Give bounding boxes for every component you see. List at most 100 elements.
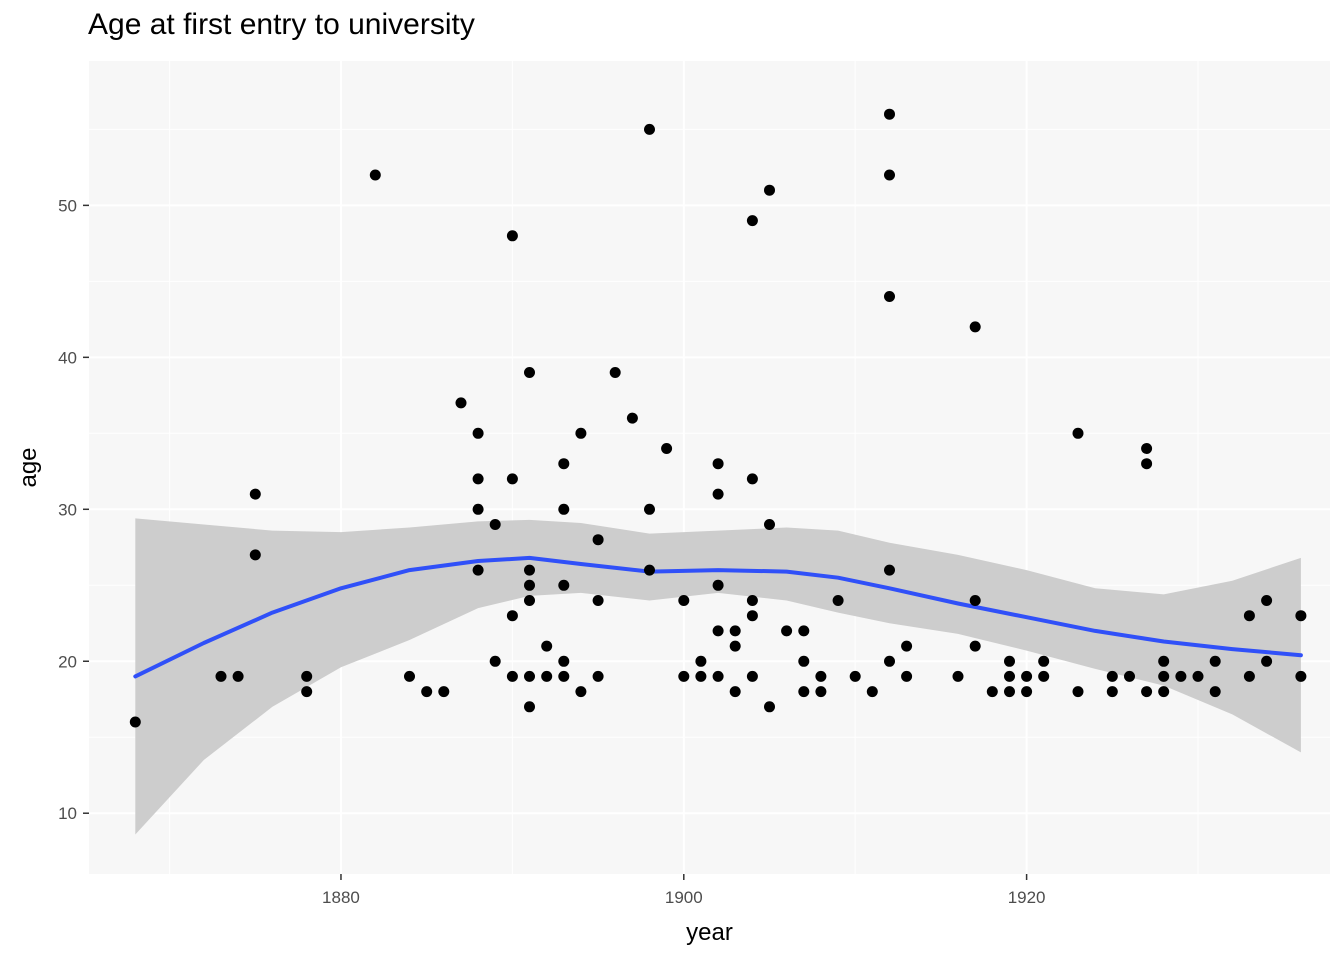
data-point xyxy=(746,610,758,622)
data-point xyxy=(232,670,244,682)
data-point xyxy=(729,625,741,637)
y-tick-label: 50 xyxy=(58,196,77,215)
data-point xyxy=(1175,670,1187,682)
data-point xyxy=(558,655,570,667)
data-point xyxy=(969,595,981,606)
data-point xyxy=(764,184,775,196)
data-point xyxy=(712,458,724,470)
y-tick-label: 10 xyxy=(58,804,77,823)
data-point xyxy=(472,427,484,439)
data-point xyxy=(472,473,484,485)
data-point xyxy=(901,670,913,682)
data-point xyxy=(712,579,724,591)
data-point xyxy=(1243,670,1255,682)
data-point xyxy=(1261,595,1273,606)
data-point xyxy=(249,488,261,500)
data-point xyxy=(524,367,535,378)
data-point xyxy=(729,640,741,652)
data-point xyxy=(815,686,827,698)
data-point xyxy=(884,291,895,302)
data-point xyxy=(952,670,964,682)
confidence-ribbon xyxy=(135,518,1301,835)
chart-title: Age at first entry to university xyxy=(88,8,475,41)
data-point xyxy=(746,595,758,606)
data-point xyxy=(524,670,535,682)
data-point xyxy=(712,670,724,682)
data-point xyxy=(1209,686,1221,698)
data-point xyxy=(575,427,587,439)
data-point xyxy=(506,670,518,682)
data-point xyxy=(626,412,638,424)
data-point xyxy=(986,686,998,698)
data-point xyxy=(1295,610,1307,622)
data-point xyxy=(781,625,793,637)
y-axis-title: age xyxy=(15,447,42,487)
data-point xyxy=(884,564,895,576)
data-point xyxy=(1261,655,1273,667)
data-point xyxy=(1124,670,1135,682)
data-point xyxy=(884,655,895,667)
data-point xyxy=(644,503,655,515)
data-point xyxy=(472,564,484,576)
data-point xyxy=(746,215,758,227)
data-point xyxy=(438,686,450,698)
data-point xyxy=(1038,655,1050,667)
data-point xyxy=(1072,427,1084,439)
data-point xyxy=(695,670,707,682)
data-point xyxy=(1038,670,1050,682)
y-axis: 10 20 30 40 50 xyxy=(58,196,89,823)
data-point xyxy=(832,595,844,606)
data-point xyxy=(524,564,535,576)
data-point xyxy=(1158,655,1170,667)
data-point xyxy=(592,534,604,546)
data-point xyxy=(575,686,587,698)
data-point xyxy=(798,655,810,667)
data-point xyxy=(249,549,261,561)
data-point xyxy=(764,519,775,530)
data-point xyxy=(1295,670,1307,682)
major-gridlines xyxy=(89,61,1330,874)
data-point xyxy=(798,686,810,698)
data-point xyxy=(489,519,501,530)
data-point xyxy=(472,503,484,515)
data-point xyxy=(746,473,758,485)
data-point xyxy=(558,579,570,591)
data-point xyxy=(1106,686,1118,698)
data-point xyxy=(541,670,553,682)
data-point xyxy=(1209,655,1221,667)
data-point xyxy=(558,503,570,515)
data-point xyxy=(644,564,655,576)
data-point xyxy=(901,640,913,652)
data-point xyxy=(678,670,690,682)
data-point xyxy=(729,686,741,698)
data-point xyxy=(798,625,810,637)
data-point xyxy=(1141,686,1153,698)
data-point xyxy=(1072,686,1084,698)
data-point xyxy=(764,701,775,713)
data-point xyxy=(1021,670,1033,682)
data-point xyxy=(884,169,895,181)
data-point xyxy=(1158,670,1170,682)
data-point xyxy=(524,701,535,713)
data-point xyxy=(489,655,501,667)
x-axis: 1880 1900 1920 xyxy=(322,874,1046,907)
data-point xyxy=(746,670,758,682)
data-point xyxy=(1192,670,1204,682)
y-tick-label: 20 xyxy=(58,652,77,671)
x-tick-label: 1900 xyxy=(665,888,703,907)
data-point xyxy=(506,610,518,622)
data-point xyxy=(129,716,141,728)
data-point xyxy=(506,473,518,485)
data-point xyxy=(455,397,467,409)
data-point xyxy=(884,108,895,120)
data-point xyxy=(1021,686,1033,698)
data-point xyxy=(524,579,535,591)
data-point xyxy=(712,488,724,500)
data-point xyxy=(215,670,227,682)
data-point xyxy=(609,367,621,378)
data-point xyxy=(969,640,981,652)
data-point xyxy=(506,230,518,242)
data-point xyxy=(678,595,690,606)
y-tick-label: 40 xyxy=(58,348,77,367)
